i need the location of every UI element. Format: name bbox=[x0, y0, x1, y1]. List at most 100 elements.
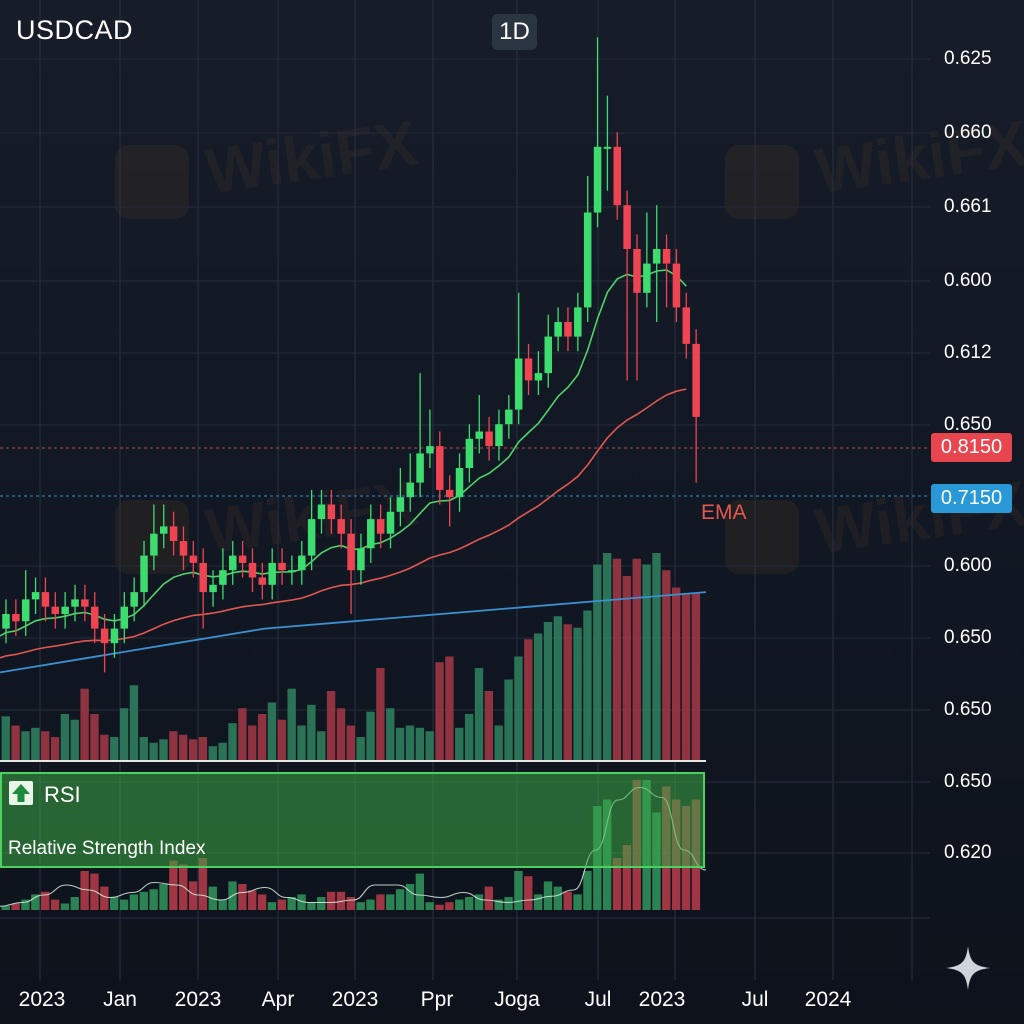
rsi-histogram-bar bbox=[573, 894, 582, 910]
watermark-logo bbox=[725, 500, 799, 574]
rsi-histogram-bar bbox=[11, 903, 20, 910]
y-tick-label: 0.650 bbox=[944, 699, 992, 720]
candle-body bbox=[662, 249, 671, 264]
y-tick-label: 0.620 bbox=[944, 842, 992, 863]
rsi-histogram-bar bbox=[307, 902, 316, 910]
rsi-histogram-bar bbox=[297, 894, 306, 910]
candle-body bbox=[485, 431, 493, 447]
rsi-histogram-bar bbox=[267, 902, 277, 910]
rsi-histogram-bar bbox=[366, 899, 375, 910]
volume-bar bbox=[435, 662, 444, 760]
symbol-title: USDCAD bbox=[16, 15, 134, 45]
candle-body bbox=[465, 438, 474, 468]
candle-body bbox=[327, 504, 336, 520]
rsi-histogram-bar bbox=[356, 902, 365, 910]
volume-bar bbox=[228, 723, 237, 760]
candle-body bbox=[367, 519, 375, 549]
rsi-histogram-bar bbox=[90, 873, 99, 910]
rsi-histogram-bar bbox=[188, 881, 198, 910]
rsi-subtitle: Relative Strength Index bbox=[8, 838, 206, 859]
candle-body bbox=[90, 606, 99, 629]
candle-body bbox=[258, 577, 267, 585]
rsi-histogram-bar bbox=[622, 845, 632, 910]
volume-bar bbox=[297, 725, 306, 760]
candle-body bbox=[189, 555, 198, 563]
ema-slow-line bbox=[0, 591, 707, 674]
candle-body bbox=[445, 489, 454, 498]
candle-body bbox=[179, 541, 188, 556]
volume-bar bbox=[484, 691, 494, 760]
rsi-histogram-bar bbox=[149, 889, 158, 910]
price-label-blue: 0.7150 bbox=[931, 484, 1012, 513]
rsi-histogram-bar bbox=[119, 899, 129, 910]
rsi-histogram-bar bbox=[21, 899, 30, 910]
volume-bar bbox=[494, 725, 503, 760]
rsi-histogram-bar bbox=[238, 884, 247, 910]
candle-body bbox=[396, 497, 405, 512]
volume-bar bbox=[149, 742, 158, 760]
candle-body bbox=[554, 322, 562, 337]
rsi-histogram-bar bbox=[484, 886, 494, 910]
y-tick-label: 0.612 bbox=[944, 342, 992, 363]
x-tick-label: 2023 bbox=[18, 988, 66, 1011]
volume-bar bbox=[583, 610, 592, 760]
candle-body bbox=[436, 446, 444, 490]
rsi-histogram-bar bbox=[287, 897, 296, 910]
x-tick-label: Joga bbox=[494, 988, 540, 1011]
volume-bar bbox=[533, 633, 543, 760]
timeframe-button[interactable]: 1D bbox=[492, 14, 537, 50]
rsi-histogram-bar bbox=[139, 891, 148, 910]
y-tick-label: 0.661 bbox=[944, 196, 992, 217]
candle-body bbox=[169, 526, 178, 541]
rsi-histogram-bar bbox=[415, 873, 425, 910]
volume-bar bbox=[129, 685, 139, 760]
volume-bar bbox=[336, 708, 346, 760]
volume-bar bbox=[21, 731, 30, 760]
candle-body bbox=[51, 606, 60, 614]
rsi-histogram-bar bbox=[425, 902, 434, 910]
y-tick-label: 0.650 bbox=[944, 414, 992, 435]
candle-body bbox=[199, 562, 207, 593]
candle-body bbox=[475, 431, 483, 439]
volume-bar bbox=[80, 688, 89, 760]
rsi-histogram-bar bbox=[70, 897, 79, 910]
arrow-up-icon[interactable] bbox=[9, 781, 33, 805]
price-label-red: 0.8150 bbox=[931, 433, 1012, 462]
rsi-histogram-bar bbox=[100, 886, 109, 910]
rsi-histogram-bar bbox=[326, 891, 336, 910]
candle-body bbox=[288, 570, 296, 573]
volume-bar bbox=[317, 731, 326, 760]
candle-body bbox=[564, 322, 572, 337]
rsi-panel[interactable] bbox=[0, 772, 705, 868]
candle-body bbox=[524, 358, 533, 381]
y-tick-label: 0.650 bbox=[944, 627, 992, 648]
candle-body bbox=[61, 606, 69, 614]
candle-body bbox=[534, 373, 543, 381]
volume-bar bbox=[504, 679, 513, 760]
volume-bar bbox=[386, 708, 395, 760]
rsi-histogram-bar bbox=[395, 889, 405, 910]
volume-bar bbox=[169, 731, 178, 760]
candle-body bbox=[613, 146, 622, 206]
candle-body bbox=[643, 263, 651, 293]
volume-bar bbox=[326, 691, 336, 760]
rsi-histogram-bar bbox=[110, 897, 119, 910]
candle-body bbox=[455, 468, 464, 498]
volume-bar bbox=[1, 716, 10, 760]
rsi-histogram-bar bbox=[524, 876, 533, 910]
volume-bar bbox=[464, 714, 474, 760]
rsi-histogram-bar bbox=[257, 894, 267, 910]
x-tick-label: 2023 bbox=[638, 988, 686, 1011]
volume-bar bbox=[198, 737, 208, 760]
rsi-histogram-bar bbox=[346, 897, 355, 910]
candle-body bbox=[100, 628, 109, 644]
x-tick-label: Jul bbox=[741, 988, 769, 1011]
volume-bar bbox=[238, 708, 247, 760]
volume-bar bbox=[248, 725, 257, 760]
volume-bar bbox=[41, 731, 50, 760]
candle-body bbox=[150, 533, 158, 556]
rsi-histogram-bar bbox=[494, 899, 503, 910]
x-tick-label: 2023 bbox=[331, 988, 379, 1011]
volume-bar bbox=[553, 616, 563, 760]
